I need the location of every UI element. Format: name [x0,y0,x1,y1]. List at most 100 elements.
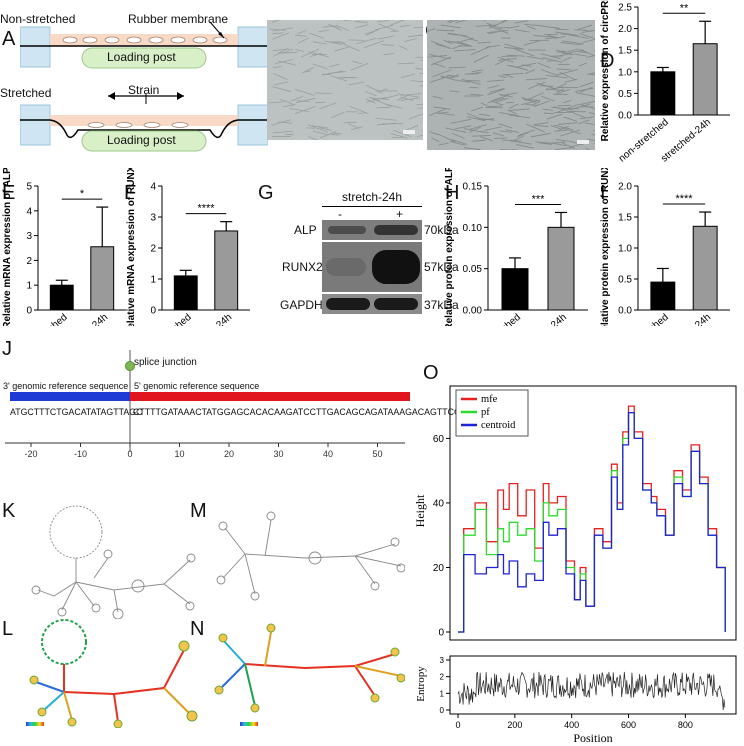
significance-marker: * [80,188,85,200]
cell-streak [536,82,556,90]
color-scale-bar-n [240,722,258,726]
chart-h-alp-protein: 0.00 0.05 0.10 0.15 Relative protein express… [444,168,588,326]
cell-streak [480,102,491,108]
cell-streak [551,125,561,130]
y-tick-label: 2 [26,256,32,267]
cell-streak [551,106,573,111]
cell-streak [524,69,536,75]
cell-streak [396,94,409,101]
cell-streak [397,62,415,65]
legend-label-mfe: mfe [481,394,498,405]
legend: mfe pf centroid [455,389,529,437]
cell-streak [573,112,586,118]
cell-streak [573,53,587,57]
cell-streak [451,139,468,145]
cell-streak [417,134,423,138]
cell-streak [564,78,578,83]
y-tick-label: 3 [26,231,32,242]
cell-streak [575,87,594,92]
cell-streak [466,79,481,82]
cell-streak [443,39,453,45]
cell-streak [485,106,503,109]
cell-streak [479,118,495,121]
cell-streak [574,101,595,106]
cell-streak [376,106,390,109]
cell-streak [499,130,512,133]
y-tick-label: 5 [26,182,32,193]
cell-streak [382,94,398,100]
cell-streak [525,78,547,81]
x-tick-label: stretched-24h [515,312,569,326]
cell-streak [578,119,590,125]
y-tick-label: 1 [440,689,445,698]
cell-streak [295,98,316,104]
wb-minus: - [338,207,342,221]
cell-streak [284,133,294,136]
cell-streak [446,74,459,77]
cell-streak [448,20,461,23]
cell-streak [375,117,397,121]
cell-streak [365,91,377,97]
y-tick-label: 4 [150,182,156,193]
cell-streak [484,126,502,131]
cell-streak [459,34,473,40]
cell-streak [447,32,468,37]
cell-streak [561,127,582,135]
cell-streak [455,20,467,24]
cell-streak [477,41,491,44]
cell-streak [300,48,320,58]
cell-streak [542,108,553,111]
cell-streak [579,81,594,88]
position-tick-label: 10 [174,449,184,459]
cell-streak [504,46,523,50]
cell-streak [377,20,389,23]
cell-streak [591,133,595,136]
wb-row-label-runx2: RUNX2 [282,260,323,274]
cell-streak [283,104,296,108]
bar-stretched-24h [692,225,718,311]
cell-streak [437,112,455,116]
cell-streak [399,24,411,27]
bar-stretched-24h [547,226,575,311]
cell-streak [526,25,536,30]
cell-streak [448,66,467,69]
cell-streak [557,88,571,95]
cell-streak [455,125,472,130]
cell-streak [307,124,328,133]
cell-streak [417,34,423,37]
cell-streak [278,48,289,54]
cell-streak [472,139,486,142]
y-tick-label: 4 [26,206,32,217]
cell-streak [450,140,466,146]
cell-streak [466,116,485,122]
cell-streak [504,43,524,50]
cell-streak [404,38,417,42]
cell-streak [309,32,325,39]
y-tick-label: 0 [26,306,32,317]
position-tick-label: -10 [74,449,87,459]
cell-streak [505,129,520,133]
y-tick-label: 1 [150,275,156,286]
cell-streak [566,110,586,113]
significance-marker: **** [675,193,693,205]
loading-post-label-bottom: Loading post [107,133,176,147]
legend-label-centroid: centroid [481,420,516,431]
bar-non-stretched [173,275,198,311]
y-tick-label: 20 [433,563,445,574]
x-tick-label: 800 [678,720,693,730]
cell-streak [587,138,595,141]
cell-streak [318,29,329,33]
bar-non-stretched [650,71,676,116]
cell-streak [585,147,591,150]
cell-streak [383,52,395,56]
cell-streak [447,20,454,23]
cell-streak [279,98,295,106]
cell-streak [302,70,311,74]
y-tick-label: 0 [440,706,445,715]
chart-e-alp-mrna: 0 1 2 3 4 5 Relative mRNA expression of ALPnon… [2,168,126,326]
wb-row-label-alp: ALP [294,223,317,237]
chart-d-circprkd3: 0.0 0.5 1.0 1.5 2.0 2.5 Relative expression of… [600,0,730,165]
cell-streak [545,74,568,79]
cell-streak [449,90,460,93]
cell-streak [366,85,384,94]
